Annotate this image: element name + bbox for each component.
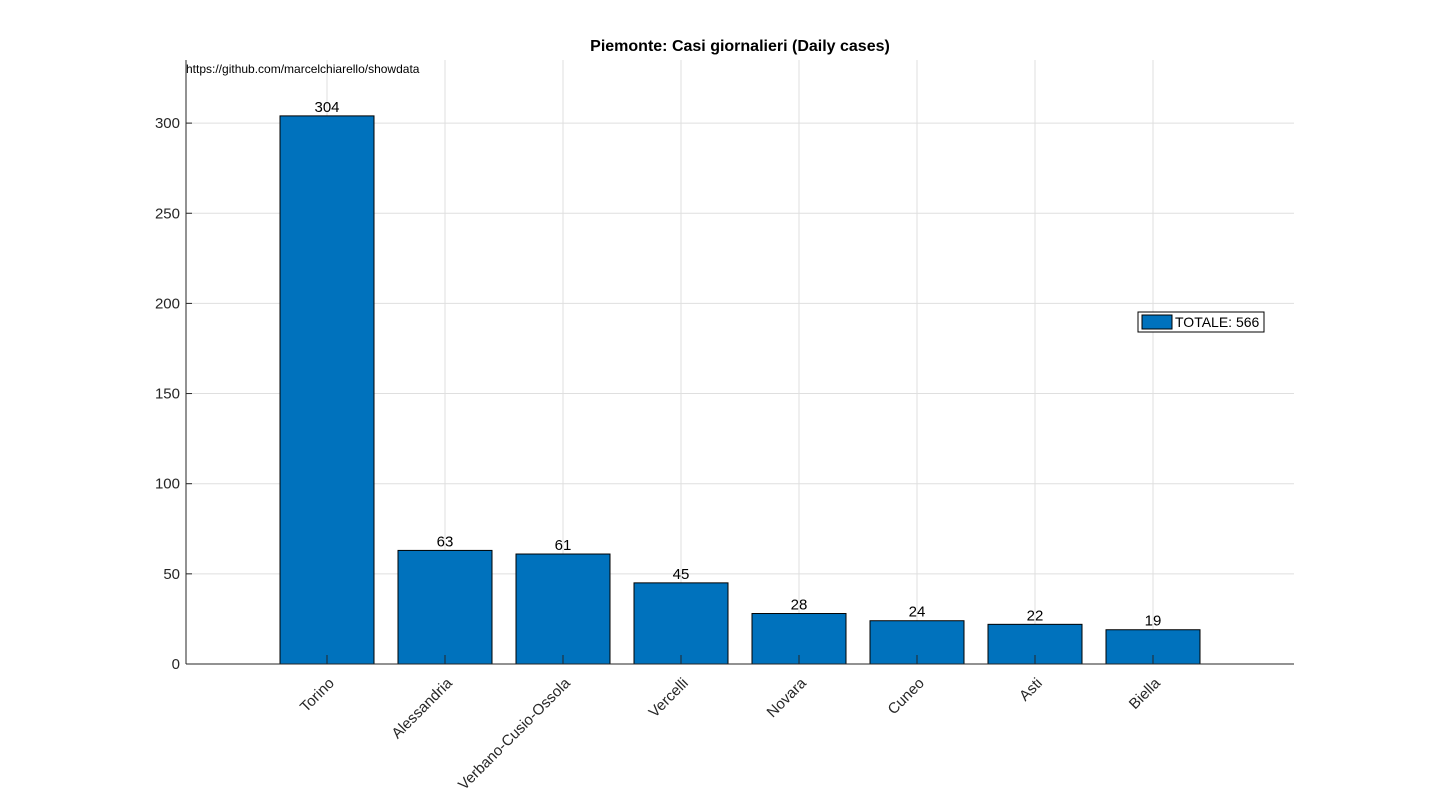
legend-swatch bbox=[1141, 314, 1173, 330]
data-label: 22 bbox=[1027, 607, 1044, 624]
bar bbox=[397, 549, 493, 665]
legend-label: TOTALE: 566 bbox=[1175, 314, 1260, 330]
data-label: 304 bbox=[314, 99, 339, 116]
y-tick-label: 250 bbox=[155, 205, 180, 222]
legend: TOTALE: 566 bbox=[1137, 311, 1265, 333]
data-label: 19 bbox=[1145, 613, 1162, 630]
data-label: 61 bbox=[555, 537, 572, 554]
y-tick-label: 100 bbox=[155, 476, 180, 493]
x-tick-label: Vercelli bbox=[646, 675, 692, 721]
x-tick-label: Cuneo bbox=[885, 675, 928, 718]
y-tick-label: 150 bbox=[155, 386, 180, 403]
y-tick-label: 200 bbox=[155, 295, 180, 312]
data-label: 28 bbox=[791, 597, 808, 614]
x-tick-label: Verbano-Cusio-Ossola bbox=[455, 674, 574, 793]
source-note: https://github.com/marcelchiarello/showd… bbox=[186, 62, 420, 76]
data-label: 24 bbox=[909, 604, 926, 621]
bar bbox=[633, 582, 729, 665]
x-tick-label: Alessandria bbox=[388, 674, 456, 742]
bar bbox=[515, 553, 611, 665]
data-label: 63 bbox=[437, 533, 454, 550]
chart-title: Piemonte: Casi giornalieri (Daily cases) bbox=[590, 38, 890, 55]
x-tick-label: Torino bbox=[297, 675, 338, 716]
y-tick-label: 50 bbox=[163, 566, 180, 583]
y-tick-label: 300 bbox=[155, 115, 180, 132]
y-tick-label: 0 bbox=[172, 656, 180, 673]
bars bbox=[279, 115, 1201, 665]
x-tick-label: Asti bbox=[1016, 675, 1046, 705]
data-labels: 304 63 61 45 28 24 22 19 bbox=[314, 99, 1161, 630]
x-tick-label: Novara bbox=[764, 674, 811, 721]
x-tick-label: Biella bbox=[1126, 674, 1164, 712]
data-label: 45 bbox=[673, 566, 690, 583]
bar bbox=[279, 115, 375, 665]
